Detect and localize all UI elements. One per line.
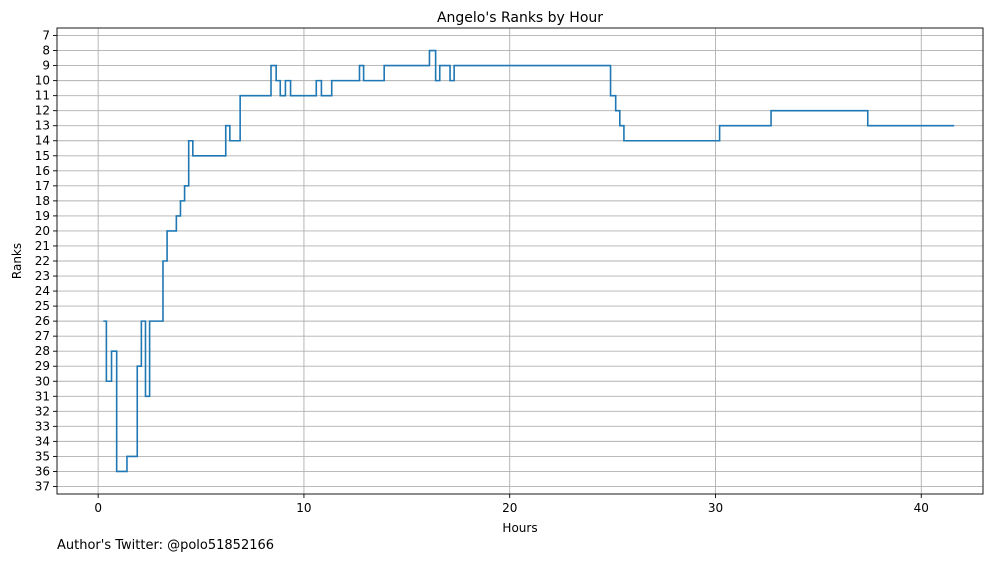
y-axis-ticks: 7891011121314151617181920212223242526272…	[35, 29, 57, 493]
y-tick-label: 25	[35, 299, 50, 313]
y-tick-label: 8	[42, 44, 50, 58]
y-tick-label: 28	[35, 344, 50, 358]
y-tick-label: 35	[35, 449, 50, 463]
y-tick-label: 30	[35, 374, 50, 388]
y-tick-label: 12	[35, 104, 50, 118]
y-tick-label: 7	[42, 29, 50, 43]
x-tick-label: 10	[296, 501, 311, 515]
x-axis-label: Hours	[502, 521, 537, 535]
y-tick-label: 14	[35, 134, 50, 148]
y-tick-label: 29	[35, 359, 50, 373]
y-tick-label: 21	[35, 239, 50, 253]
y-tick-label: 36	[35, 464, 50, 478]
y-tick-label: 33	[35, 419, 50, 433]
author-twitter-footnote: Author's Twitter: @polo51852166	[57, 538, 275, 553]
y-tick-label: 37	[35, 479, 50, 493]
y-tick-label: 19	[35, 209, 50, 223]
y-tick-label: 27	[35, 329, 50, 343]
y-tick-label: 18	[35, 194, 50, 208]
chart-title: Angelo's Ranks by Hour	[437, 10, 603, 26]
grid-lines	[57, 28, 983, 494]
y-tick-label: 9	[42, 59, 50, 73]
x-tick-label: 0	[94, 501, 102, 515]
y-tick-label: 10	[35, 74, 50, 88]
y-tick-label: 24	[35, 284, 50, 298]
rank-step-line	[103, 49, 955, 473]
y-tick-label: 20	[35, 224, 50, 238]
y-tick-label: 22	[35, 254, 50, 268]
y-tick-label: 34	[35, 434, 50, 448]
y-tick-label: 11	[35, 89, 50, 103]
y-tick-label: 26	[35, 314, 50, 328]
y-tick-label: 32	[35, 404, 50, 418]
x-axis-ticks: 0 10 20 30 40	[94, 494, 929, 515]
y-tick-label: 15	[35, 149, 50, 163]
y-tick-label: 31	[35, 389, 50, 403]
y-tick-label: 23	[35, 269, 50, 283]
y-axis-label: Ranks	[10, 243, 24, 279]
y-tick-label: 13	[35, 119, 50, 133]
y-tick-label: 16	[35, 164, 50, 178]
y-tick-label: 17	[35, 179, 50, 193]
x-tick-label: 20	[502, 501, 517, 515]
x-tick-label: 40	[914, 501, 929, 515]
x-tick-label: 30	[708, 501, 723, 515]
